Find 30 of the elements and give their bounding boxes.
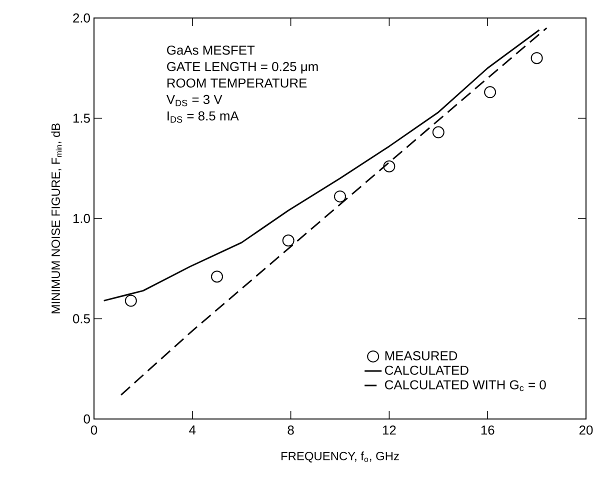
point (282, 234, 294, 247)
legend-label: CALCULATED WITH G$_{c}$ = 0 (385, 380, 546, 392)
x-tick-label: 20 (579, 426, 593, 435)
x-tick-label: 12 (382, 426, 396, 435)
point (124, 294, 137, 307)
y-axis-title: MINIMUM NOISE FIGURE, F$_{min}$, dB (51, 123, 62, 314)
x-tick-label: 4 (189, 426, 196, 434)
line-series (120, 27, 548, 396)
y-tick-label: 2.0 (73, 13, 90, 23)
y-tick-label: 0 (84, 414, 90, 424)
y-tick-label: 0.5 (72, 314, 90, 324)
x-tick-label: 8 (288, 426, 294, 435)
x-axis-title: FREQUENCY, f$_{o}$, GHz (282, 452, 399, 462)
annotation: I$_{DS}$ = 8.5 mA (168, 111, 239, 123)
annotation: GaAs MESFET (167, 46, 255, 55)
x-tick-label: 0 (90, 426, 98, 435)
point (211, 270, 224, 283)
legend-label: CALCULATED (385, 366, 468, 375)
point (484, 86, 496, 98)
y-tick-label: 1.5 (73, 114, 90, 123)
point (432, 126, 444, 138)
legend-label: MEASURED (385, 351, 458, 360)
y-tick-label: 1.0 (73, 214, 90, 224)
point (383, 160, 396, 172)
annotation: V$_{DS}$ = 3 V (166, 94, 222, 106)
annotation: ROOM TEMPERATURE (167, 78, 307, 88)
x-tick-label: 16 (481, 426, 494, 435)
annotation: GATE LENGTH = 0.25 μm (167, 62, 318, 74)
point (334, 190, 346, 202)
point (530, 52, 543, 64)
